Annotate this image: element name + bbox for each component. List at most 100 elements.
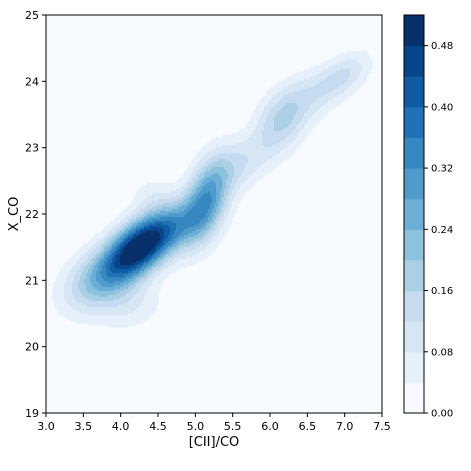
density-band-cell (194, 169, 199, 172)
density-band-cell (206, 235, 213, 238)
density-band-cell (126, 245, 157, 248)
density-band-cell (218, 205, 221, 208)
density-band-cell (166, 247, 169, 250)
density-band-cell (126, 277, 133, 280)
density-band-cell (282, 97, 319, 100)
density-band-cell (92, 251, 99, 254)
density-band-cell (208, 151, 281, 154)
density-band-cell (296, 137, 307, 140)
density-band-cell (62, 267, 73, 270)
density-band-cell (116, 255, 121, 258)
density-band-cell (154, 213, 169, 216)
density-band-cell (316, 111, 329, 114)
density-band-cell (104, 255, 109, 258)
density-band-cell (196, 247, 207, 250)
density-band-cell (132, 271, 139, 274)
density-band-cell (154, 269, 161, 272)
density-band-cell (190, 199, 195, 202)
density-band-cell (312, 103, 327, 106)
density-band-cell (124, 247, 155, 250)
density-band-cell (186, 257, 207, 260)
density-band-cell (222, 185, 227, 188)
density-band-cell (106, 267, 111, 270)
density-band-cell (170, 191, 183, 194)
density-band-cell (142, 301, 159, 304)
density-band-cell (224, 193, 229, 196)
density-band-cell (132, 201, 143, 204)
density-band-cell (172, 209, 185, 212)
density-band-cell (118, 243, 121, 246)
density-band-cell (150, 267, 153, 270)
colorbar-level (404, 76, 424, 108)
density-band-cell (72, 283, 79, 286)
density-band-cell (126, 207, 137, 210)
density-band-cell (202, 157, 211, 160)
density-band-cell (216, 191, 221, 194)
density-band-cell (210, 203, 215, 206)
density-band-cell (64, 283, 73, 286)
density-band-cell (220, 209, 223, 212)
density-band-cell (130, 217, 137, 220)
density-band-cell (120, 241, 123, 244)
density-band-cell (222, 199, 227, 202)
density-band-cell (178, 199, 185, 202)
density-band-cell (206, 213, 211, 216)
density-band-cell (224, 213, 229, 216)
density-band-cell (302, 129, 313, 132)
density-band-cell (224, 215, 229, 218)
density-band-cell (104, 247, 109, 250)
density-band-cell (124, 229, 127, 232)
density-band-cell (206, 143, 237, 146)
density-band-cell (116, 229, 121, 232)
density-band-cell (170, 239, 175, 242)
density-band-cell (196, 229, 203, 232)
density-band-cell (130, 229, 135, 232)
density-band-cell (178, 243, 185, 246)
density-band-cell (142, 213, 147, 216)
density-band-cell (194, 243, 205, 246)
density-band-cell (146, 293, 159, 296)
density-band-cell (106, 245, 111, 248)
density-band-cell (194, 235, 203, 238)
density-band-cell (114, 261, 121, 264)
density-band-cell (338, 87, 349, 90)
density-band-cell (124, 239, 127, 242)
density-band-cell (156, 247, 161, 250)
density-band-cell (218, 235, 225, 238)
density-band-cell (160, 253, 163, 256)
density-band-cell (224, 195, 227, 198)
density-band-cell (130, 213, 137, 216)
density-band-cell (108, 243, 113, 246)
density-band-cell (120, 259, 141, 262)
density-band-cell (54, 305, 71, 308)
density-band-cell (90, 239, 99, 242)
density-band-cell (362, 67, 373, 70)
density-band-cell (144, 215, 149, 218)
density-band-cell (262, 113, 269, 116)
density-band-cell (272, 97, 283, 100)
density-band-cell (64, 291, 73, 294)
density-band-cell (250, 119, 259, 122)
density-band-cell (76, 309, 137, 312)
density-band-cell (148, 225, 169, 228)
density-band-cell (266, 117, 275, 120)
density-band-cell (110, 245, 113, 248)
density-band-cell (168, 247, 173, 250)
density-band-cell (140, 277, 147, 280)
density-band-cell (142, 267, 147, 270)
density-band-cell (206, 227, 211, 230)
density-band-cell (98, 269, 103, 272)
density-band-cell (118, 305, 141, 308)
density-band-cell (218, 201, 223, 204)
density-band-cell (118, 237, 121, 240)
density-band-cell (96, 263, 101, 266)
density-band-cell (122, 253, 149, 256)
density-band-cell (208, 229, 213, 232)
density-band-cell (302, 117, 311, 120)
density-band-cell (260, 101, 269, 104)
density-band-cell (136, 309, 157, 312)
density-band-cell (74, 265, 81, 268)
density-band-cell (186, 213, 207, 216)
y-axis-label: X_CO (7, 197, 22, 232)
density-band-cell (122, 227, 127, 230)
